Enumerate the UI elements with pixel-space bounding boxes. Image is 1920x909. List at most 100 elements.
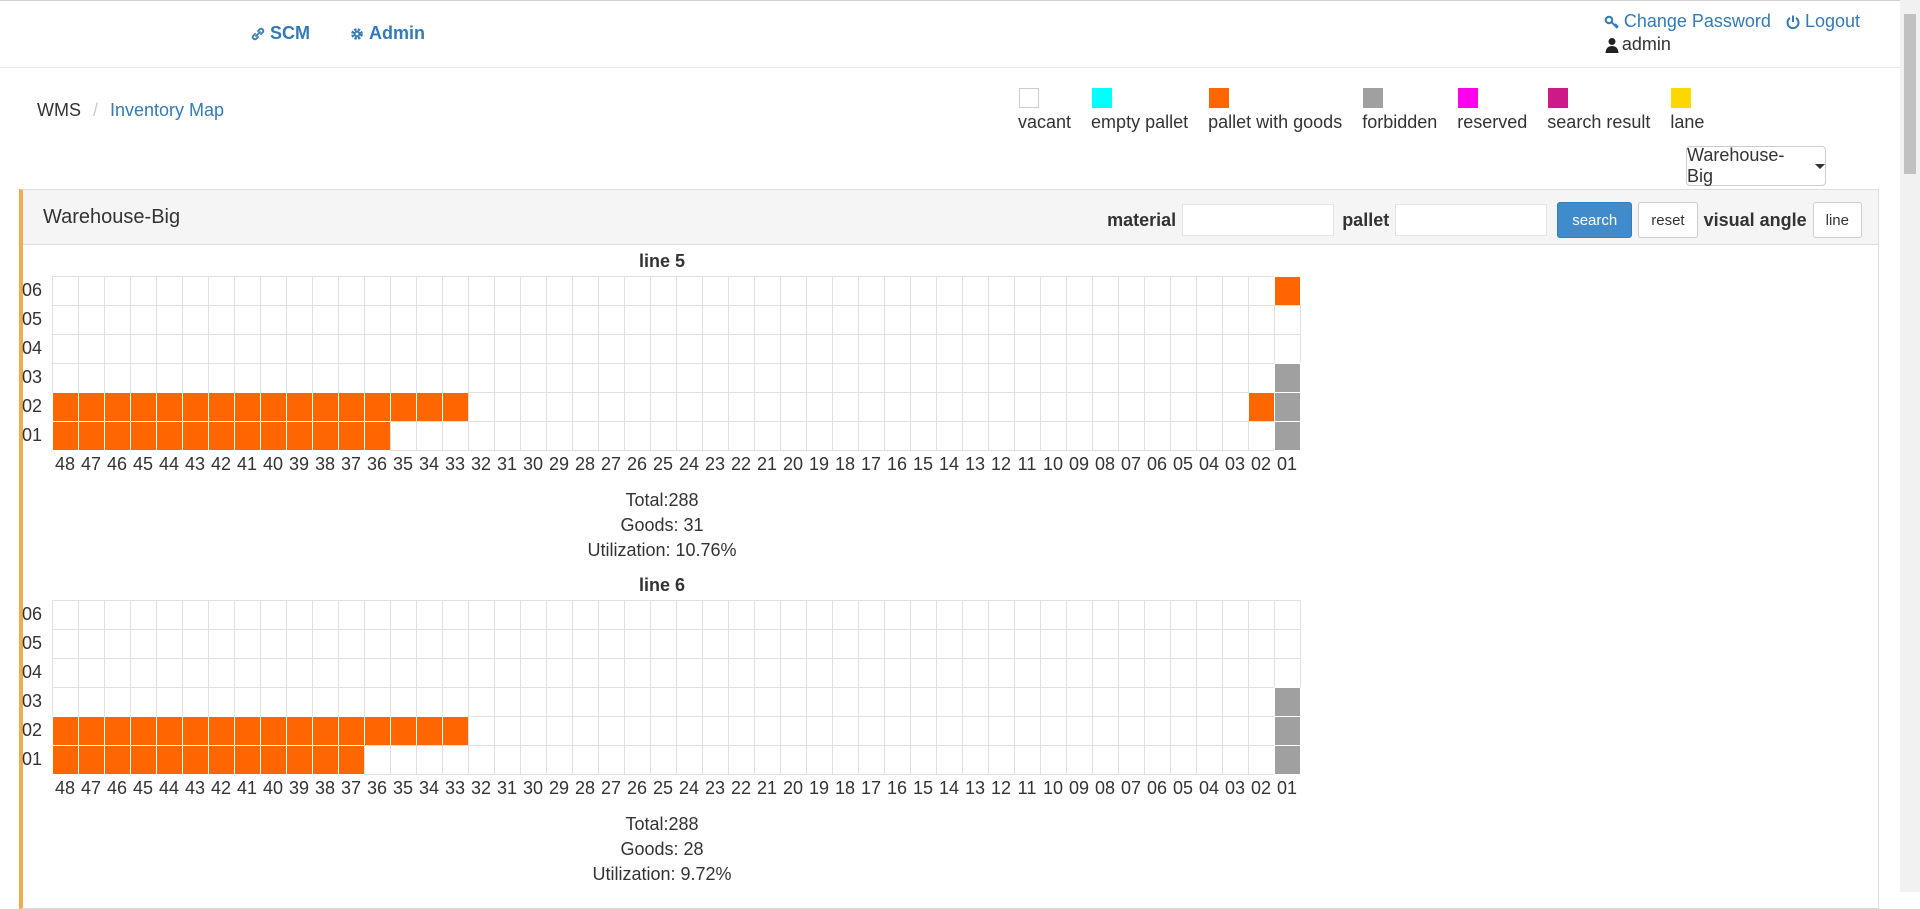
storage-cell[interactable] — [52, 363, 79, 393]
storage-cell[interactable] — [832, 421, 859, 451]
storage-cell[interactable] — [1092, 305, 1119, 335]
storage-cell[interactable] — [494, 363, 521, 393]
storage-cell[interactable] — [312, 687, 339, 717]
storage-cell[interactable] — [1092, 392, 1119, 422]
storage-cell[interactable] — [936, 687, 963, 717]
scrollbar-thumb[interactable] — [1904, 14, 1916, 174]
storage-cell[interactable] — [1222, 392, 1249, 422]
storage-cell[interactable] — [390, 687, 417, 717]
storage-cell[interactable] — [390, 305, 417, 335]
storage-cell[interactable] — [754, 421, 781, 451]
storage-cell[interactable] — [520, 305, 547, 335]
storage-cell[interactable] — [1196, 687, 1223, 717]
storage-cell[interactable] — [676, 745, 703, 775]
storage-cell[interactable] — [338, 629, 365, 659]
storage-cell[interactable] — [260, 658, 287, 688]
storage-cell[interactable] — [754, 658, 781, 688]
storage-cell[interactable] — [754, 745, 781, 775]
storage-cell[interactable] — [624, 687, 651, 717]
scm-nav-link[interactable]: SCM — [250, 23, 310, 44]
breadcrumb-root[interactable]: WMS — [37, 100, 81, 120]
storage-cell[interactable] — [936, 600, 963, 630]
storage-cell[interactable] — [390, 363, 417, 393]
storage-cell[interactable] — [130, 363, 157, 393]
storage-cell[interactable] — [702, 421, 729, 451]
storage-cell[interactable] — [52, 421, 79, 451]
storage-cell[interactable] — [1014, 276, 1041, 306]
storage-cell[interactable] — [416, 629, 443, 659]
storage-cell[interactable] — [728, 600, 755, 630]
storage-cell[interactable] — [182, 305, 209, 335]
storage-cell[interactable] — [572, 305, 599, 335]
change-password-link[interactable]: Change Password — [1604, 11, 1771, 32]
storage-cell[interactable] — [910, 716, 937, 746]
storage-cell[interactable] — [598, 687, 625, 717]
storage-cell[interactable] — [676, 363, 703, 393]
storage-cell[interactable] — [364, 745, 391, 775]
storage-cell[interactable] — [208, 334, 235, 364]
storage-cell[interactable] — [182, 745, 209, 775]
storage-cell[interactable] — [676, 276, 703, 306]
storage-cell[interactable] — [572, 716, 599, 746]
storage-cell[interactable] — [1196, 421, 1223, 451]
storage-cell[interactable] — [286, 421, 313, 451]
storage-cell[interactable] — [650, 716, 677, 746]
storage-cell[interactable] — [858, 629, 885, 659]
storage-cell[interactable] — [494, 276, 521, 306]
storage-cell[interactable] — [910, 629, 937, 659]
storage-cell[interactable] — [468, 421, 495, 451]
storage-cell[interactable] — [988, 716, 1015, 746]
storage-cell[interactable] — [546, 687, 573, 717]
storage-cell[interactable] — [1118, 687, 1145, 717]
storage-cell[interactable] — [962, 716, 989, 746]
storage-cell[interactable] — [494, 658, 521, 688]
storage-cell[interactable] — [364, 421, 391, 451]
storage-cell[interactable] — [208, 687, 235, 717]
storage-cell[interactable] — [312, 305, 339, 335]
storage-cell[interactable] — [806, 334, 833, 364]
storage-cell[interactable] — [546, 334, 573, 364]
admin-nav-link[interactable]: Admin — [349, 23, 425, 44]
storage-cell[interactable] — [1040, 629, 1067, 659]
storage-cell[interactable] — [156, 658, 183, 688]
storage-cell[interactable] — [546, 600, 573, 630]
storage-cell[interactable] — [234, 305, 261, 335]
storage-cell[interactable] — [728, 687, 755, 717]
storage-cell[interactable] — [988, 276, 1015, 306]
storage-cell[interactable] — [1144, 276, 1171, 306]
storage-cell[interactable] — [1092, 276, 1119, 306]
storage-cell[interactable] — [1274, 363, 1301, 393]
storage-cell[interactable] — [442, 392, 469, 422]
storage-cell[interactable] — [1170, 600, 1197, 630]
storage-cell[interactable] — [182, 363, 209, 393]
storage-cell[interactable] — [182, 687, 209, 717]
storage-cell[interactable] — [780, 629, 807, 659]
storage-cell[interactable] — [208, 276, 235, 306]
storage-cell[interactable] — [416, 745, 443, 775]
storage-cell[interactable] — [234, 745, 261, 775]
storage-cell[interactable] — [728, 334, 755, 364]
storage-cell[interactable] — [1014, 629, 1041, 659]
storage-cell[interactable] — [702, 716, 729, 746]
storage-cell[interactable] — [104, 392, 131, 422]
storage-cell[interactable] — [780, 600, 807, 630]
storage-cell[interactable] — [1196, 334, 1223, 364]
storage-cell[interactable] — [858, 305, 885, 335]
storage-cell[interactable] — [962, 363, 989, 393]
storage-cell[interactable] — [260, 600, 287, 630]
storage-cell[interactable] — [1014, 745, 1041, 775]
storage-cell[interactable] — [858, 363, 885, 393]
storage-cell[interactable] — [52, 392, 79, 422]
storage-cell[interactable] — [442, 687, 469, 717]
storage-cell[interactable] — [494, 745, 521, 775]
storage-cell[interactable] — [650, 629, 677, 659]
storage-cell[interactable] — [884, 421, 911, 451]
storage-cell[interactable] — [494, 629, 521, 659]
storage-cell[interactable] — [988, 363, 1015, 393]
storage-cell[interactable] — [1040, 276, 1067, 306]
storage-cell[interactable] — [988, 629, 1015, 659]
storage-cell[interactable] — [52, 629, 79, 659]
storage-cell[interactable] — [1274, 421, 1301, 451]
storage-cell[interactable] — [234, 629, 261, 659]
storage-cell[interactable] — [78, 334, 105, 364]
